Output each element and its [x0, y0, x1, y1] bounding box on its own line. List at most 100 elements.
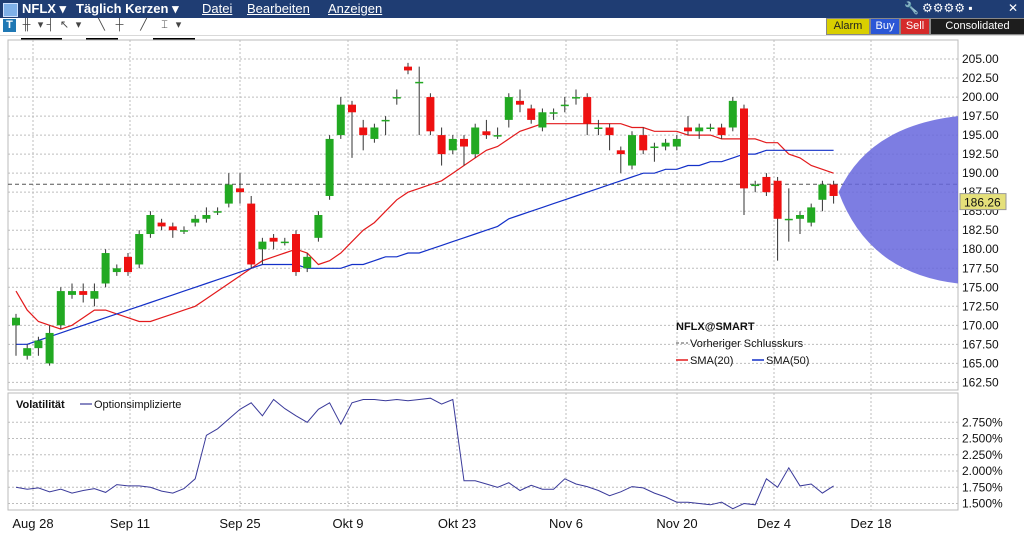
- candle-body: [684, 127, 692, 132]
- candle-body: [292, 234, 300, 273]
- candle-body: [90, 291, 99, 299]
- candle-body: [482, 131, 491, 136]
- candle-body: [616, 150, 625, 155]
- candle-body: [224, 184, 233, 204]
- price-tick-label: 177.50: [962, 261, 999, 275]
- crosshair-icon[interactable]: ┼: [115, 19, 124, 31]
- candle-body: [549, 112, 558, 114]
- toolbar: T ╫ ▾ ┤ ↖ ▾ ╲ ┼ ╱ ⌶ ▾: [0, 18, 1024, 36]
- last-label: L:: [10, 38, 21, 52]
- fib-icon[interactable]: ╱: [140, 19, 147, 31]
- candle-body: [45, 332, 54, 364]
- candle-body: [168, 226, 177, 231]
- candle-body: [628, 135, 636, 166]
- scale-icon[interactable]: ⌶: [161, 19, 168, 31]
- consolidated-button[interactable]: Consolidated: [930, 18, 1024, 35]
- candle-body: [213, 211, 222, 213]
- wrench-icon[interactable]: 🔧: [904, 1, 919, 15]
- candle-body: [392, 97, 401, 99]
- candle-body: [807, 207, 816, 223]
- candle-body: [415, 81, 424, 84]
- legend-sma50-label: SMA(50): [766, 355, 809, 367]
- last-price-marker: [959, 193, 1007, 211]
- vol-tick-label: 2.750%: [962, 415, 1003, 429]
- candle-body: [437, 135, 446, 155]
- price-panel: [7, 39, 959, 391]
- vol-tick-label: 2.000%: [962, 464, 1003, 478]
- bar-icon[interactable]: ┤: [46, 19, 55, 31]
- sma50-line: [16, 149, 834, 345]
- change-label: CH:: [64, 38, 86, 52]
- candle-body: [538, 112, 547, 128]
- candle-body: [639, 135, 648, 151]
- menu-datei[interactable]: Datei: [202, 1, 233, 16]
- candle-body: [101, 253, 110, 284]
- candle-body: [751, 184, 760, 187]
- title-bar: NFLX ▾ Täglich Kerzen ▾ Datei Bearbeiten…: [0, 0, 1024, 18]
- candle-body: [560, 104, 569, 107]
- candle-body: [426, 97, 435, 132]
- candle-body: [34, 340, 43, 349]
- candle-body: [269, 237, 278, 242]
- sell-button[interactable]: Sell: [900, 18, 930, 35]
- candle-body: [12, 317, 20, 326]
- vol-tick-label: 2.250%: [962, 448, 1003, 462]
- price-tick-label: 172.50: [962, 299, 999, 313]
- candles-icon[interactable]: ╫: [22, 19, 31, 31]
- price-tick-label: 195.00: [962, 128, 999, 142]
- candle-body: [370, 127, 379, 139]
- menu-anzeigen[interactable]: Anzeigen: [328, 1, 383, 16]
- candle-body: [247, 203, 256, 265]
- candle-body: [527, 108, 536, 120]
- candle-body: [583, 97, 592, 124]
- price-tick-label: 187.50: [962, 185, 999, 199]
- candle-body: [471, 127, 480, 155]
- trendline-icon[interactable]: ╲: [98, 19, 105, 31]
- legend-prevclose-label: Vorheriger Schlusskurs: [690, 338, 804, 350]
- candle-body: [762, 176, 771, 193]
- alarm-button[interactable]: Alarm: [826, 18, 870, 35]
- candle-body: [717, 127, 726, 136]
- candle-body: [672, 138, 681, 147]
- candle-body: [325, 138, 334, 196]
- chart-type-icon[interactable]: ▾: [37, 19, 44, 31]
- last-price-label: 186.26: [964, 196, 1001, 210]
- symbol-selector[interactable]: NFLX ▾: [22, 1, 67, 16]
- candle-body: [650, 146, 659, 149]
- price-tick-label: 192.50: [962, 147, 999, 161]
- candle-body: [202, 215, 211, 219]
- tools-dropdown-icon[interactable]: ▾: [175, 19, 182, 31]
- price-tick-label: 165.00: [962, 356, 999, 370]
- close-icon[interactable]: ✕: [1008, 1, 1019, 15]
- x-tick-label: Nov 6: [549, 516, 583, 531]
- vol-tick-label: 1.500%: [962, 497, 1003, 511]
- candle-body: [124, 256, 132, 273]
- timeframe-selector[interactable]: Täglich Kerzen ▾: [76, 1, 179, 16]
- candle-body: [135, 234, 144, 265]
- candle-body: [68, 291, 76, 295]
- legend-symbol: NFLX@SMART: [676, 321, 755, 333]
- app-icon: [3, 3, 18, 17]
- candle-body: [180, 230, 188, 232]
- settings-icons[interactable]: ⚙⚙⚙⚙ ▪: [922, 1, 973, 15]
- price-tick-label: 190.00: [962, 166, 999, 180]
- vol-legend-title: Volatilität: [16, 399, 65, 411]
- x-tick-label: Okt 9: [332, 516, 363, 531]
- candle-body: [448, 138, 457, 151]
- candle-body: [236, 188, 244, 193]
- x-tick-label: Nov 20: [656, 516, 697, 531]
- change-pct-label: CH%:: [120, 38, 153, 52]
- candle-body: [157, 222, 166, 227]
- candle-body: [303, 256, 312, 269]
- candle-body: [112, 268, 121, 273]
- pointer-icon[interactable]: ↖: [59, 19, 70, 31]
- x-tick-label: Dez 18: [850, 516, 891, 531]
- candle-body: [314, 215, 323, 238]
- candle-body: [493, 135, 502, 137]
- dropdown-icon[interactable]: ▾: [75, 19, 82, 31]
- buy-button[interactable]: Buy: [870, 18, 900, 35]
- price-tick-label: 197.50: [962, 109, 999, 123]
- menu-bearbeiten[interactable]: Bearbeiten: [247, 1, 310, 16]
- text-tool-icon[interactable]: T: [3, 19, 16, 32]
